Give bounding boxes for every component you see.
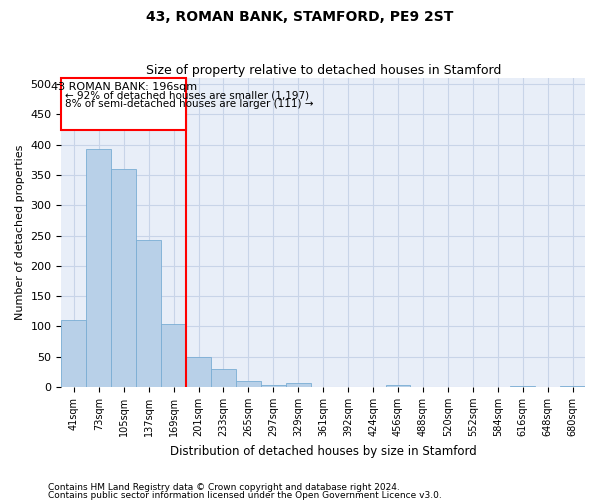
- Bar: [510, 386, 535, 387]
- Bar: [286, 384, 311, 387]
- Bar: [261, 385, 286, 387]
- X-axis label: Distribution of detached houses by size in Stamford: Distribution of detached houses by size …: [170, 444, 476, 458]
- Text: Contains public sector information licensed under the Open Government Licence v3: Contains public sector information licen…: [48, 491, 442, 500]
- Bar: [236, 382, 261, 387]
- Text: ← 92% of detached houses are smaller (1,197): ← 92% of detached houses are smaller (1,…: [65, 90, 309, 101]
- Y-axis label: Number of detached properties: Number of detached properties: [15, 145, 25, 320]
- Bar: [161, 324, 186, 387]
- Bar: [86, 149, 111, 387]
- Bar: [136, 240, 161, 387]
- FancyBboxPatch shape: [61, 78, 186, 130]
- Bar: [386, 385, 410, 387]
- Bar: [186, 356, 211, 387]
- Bar: [61, 320, 86, 387]
- Text: Contains HM Land Registry data © Crown copyright and database right 2024.: Contains HM Land Registry data © Crown c…: [48, 484, 400, 492]
- Text: 43 ROMAN BANK: 196sqm: 43 ROMAN BANK: 196sqm: [50, 82, 197, 92]
- Bar: [560, 386, 585, 387]
- Title: Size of property relative to detached houses in Stamford: Size of property relative to detached ho…: [146, 64, 501, 77]
- Text: 8% of semi-detached houses are larger (111) →: 8% of semi-detached houses are larger (1…: [65, 99, 314, 109]
- Bar: [211, 369, 236, 387]
- Text: 43, ROMAN BANK, STAMFORD, PE9 2ST: 43, ROMAN BANK, STAMFORD, PE9 2ST: [146, 10, 454, 24]
- Bar: [111, 169, 136, 387]
